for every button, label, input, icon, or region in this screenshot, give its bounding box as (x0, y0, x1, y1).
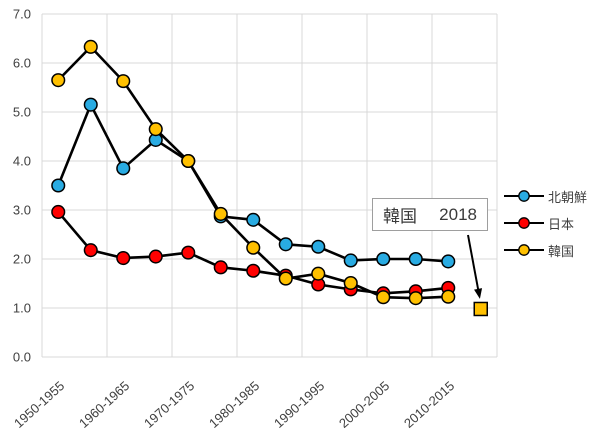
y-axis-tick-label: 7.0 (13, 7, 31, 22)
annotation-series-label: 韓国 (383, 207, 417, 226)
data-point-south-korea-0 (51, 73, 66, 88)
data-point-south-korea-8 (311, 266, 326, 281)
legend-line-circle-icon (504, 190, 544, 202)
annotation-box: 韓国 2018 (372, 198, 488, 231)
data-point-japan-2 (116, 250, 131, 266)
y-axis-tick-label: 3.0 (13, 203, 31, 218)
x-axis-tick-label: 1950-1955 (11, 378, 67, 431)
x-axis-tick-label: 2000-2005 (336, 378, 392, 431)
legend-label: 日本 (548, 216, 575, 232)
series-line-north-korea (57, 101, 449, 263)
data-point-north-korea-12 (441, 254, 456, 269)
korea-2018-square-marker (473, 301, 488, 317)
legend-label: 北朝鮮 (548, 189, 588, 205)
data-point-north-korea-9 (343, 253, 358, 268)
annotation-year-label: 2018 (439, 204, 477, 224)
data-point-south-korea-5 (213, 206, 228, 221)
data-point-north-korea-2 (116, 161, 131, 176)
x-axis-tick-label: 2010-2015 (401, 378, 457, 431)
x-axis-tick-label: 1990-1995 (271, 378, 327, 431)
data-point-japan-5 (213, 260, 228, 275)
data-point-japan-6 (246, 263, 261, 278)
x-axis-tick-label: 1970-1975 (141, 378, 197, 431)
y-axis-tick-label: 1.0 (13, 301, 31, 316)
data-point-south-korea-12 (441, 289, 456, 304)
y-axis-tick-label: 6.0 (13, 56, 31, 71)
data-point-north-korea-7 (278, 237, 293, 252)
x-axis-tick-label: 1960-1965 (76, 378, 132, 431)
data-point-japan-3 (148, 249, 163, 264)
legend-line-circle-icon (504, 244, 544, 256)
x-axis-tick-label: 1980-1985 (206, 378, 262, 431)
legend-label: 韓国 (548, 243, 575, 259)
data-point-south-korea-10 (376, 290, 391, 305)
data-point-north-korea-8 (311, 239, 326, 254)
data-point-south-korea-7 (278, 271, 293, 286)
legend-item-north-korea: 北朝鮮 (503, 186, 587, 206)
data-point-japan-4 (181, 245, 196, 260)
data-point-south-korea-9 (343, 275, 358, 291)
data-point-south-korea-6 (246, 240, 261, 255)
legend-item-japan: 日本 (503, 213, 587, 233)
legend: 北朝鮮 日本 韓国 (503, 186, 587, 260)
y-axis-tick-label: 4.0 (13, 154, 31, 169)
data-point-north-korea-10 (376, 251, 391, 267)
y-axis-tick-label: 0.0 (13, 350, 31, 365)
legend-line-circle-icon (504, 217, 544, 229)
annotation-arrow-line (467, 234, 480, 295)
data-point-north-korea-11 (408, 251, 423, 267)
data-point-south-korea-3 (148, 122, 163, 137)
legend-item-south-korea: 韓国 (503, 240, 587, 260)
data-point-south-korea-2 (116, 74, 131, 89)
data-point-japan-1 (83, 243, 98, 258)
data-point-north-korea-0 (51, 178, 66, 193)
y-axis-tick-label: 2.0 (13, 252, 31, 267)
data-point-south-korea-11 (408, 291, 423, 306)
data-point-south-korea-1 (83, 39, 98, 54)
y-axis-tick-label: 5.0 (13, 105, 31, 120)
data-point-north-korea-1 (83, 97, 98, 112)
annotation-arrowhead (474, 288, 483, 299)
data-point-north-korea-6 (246, 212, 261, 227)
data-point-south-korea-4 (181, 153, 196, 169)
data-point-japan-0 (51, 204, 66, 220)
